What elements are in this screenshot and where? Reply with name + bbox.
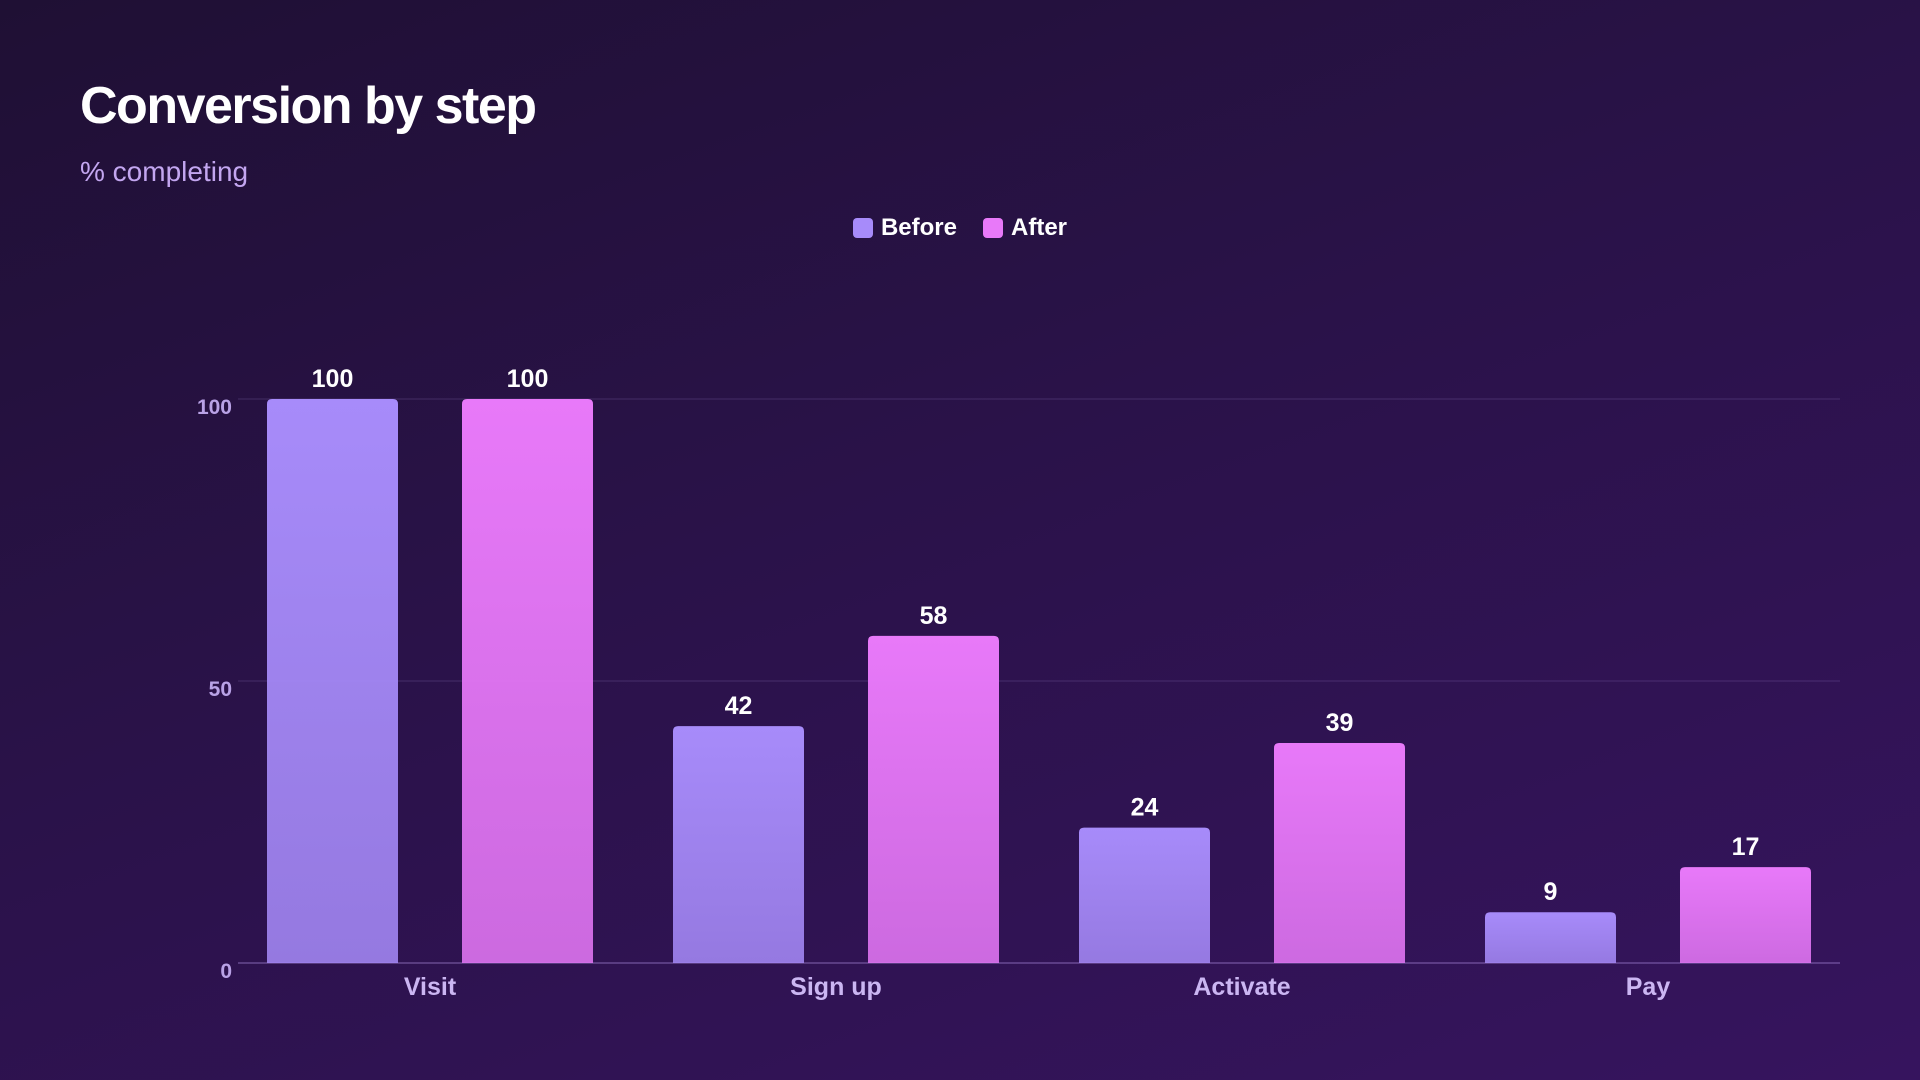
bar-before-sign-up <box>673 726 804 963</box>
bar-before-pay <box>1485 912 1616 963</box>
chart-subtitle: % completing <box>80 156 249 187</box>
data-label-after-sign-up: 58 <box>920 602 948 630</box>
chart-title: Conversion by step <box>80 77 537 135</box>
bar-after-pay <box>1680 867 1811 963</box>
data-label-before-visit: 100 <box>312 365 354 393</box>
x-tick-label-sign-up: Sign up <box>790 973 882 1001</box>
bar-after-sign-up <box>868 635 999 963</box>
y-tick-label-50: 50 <box>209 678 232 701</box>
legend-swatch-before <box>852 218 873 238</box>
legend-item-after: After <box>983 214 1067 242</box>
bar-after-activate <box>1274 743 1405 963</box>
legend-swatch-after <box>983 218 1003 238</box>
legend: Before After <box>0 214 1920 242</box>
data-label-after-pay: 17 <box>1732 833 1760 861</box>
legend-label-after: After <box>1011 214 1068 241</box>
x-tick-label-pay: Pay <box>1626 973 1671 1001</box>
bar-before-activate <box>1079 827 1210 963</box>
y-tick-label-0: 0 <box>220 960 232 983</box>
data-label-after-visit: 100 <box>507 365 549 393</box>
bar-before-visit <box>267 399 398 963</box>
x-tick-label-activate: Activate <box>1193 973 1290 1001</box>
bar-after-visit <box>462 399 593 963</box>
data-label-before-activate: 24 <box>1131 794 1159 822</box>
legend-item-before: Before <box>852 214 957 242</box>
data-label-before-sign-up: 42 <box>725 692 753 720</box>
data-label-after-activate: 39 <box>1326 709 1354 737</box>
x-tick-label-visit: Visit <box>404 973 457 1001</box>
legend-label-before: Before <box>880 214 957 241</box>
data-label-before-pay: 9 <box>1544 878 1558 906</box>
y-tick-label-100: 100 <box>197 396 232 419</box>
